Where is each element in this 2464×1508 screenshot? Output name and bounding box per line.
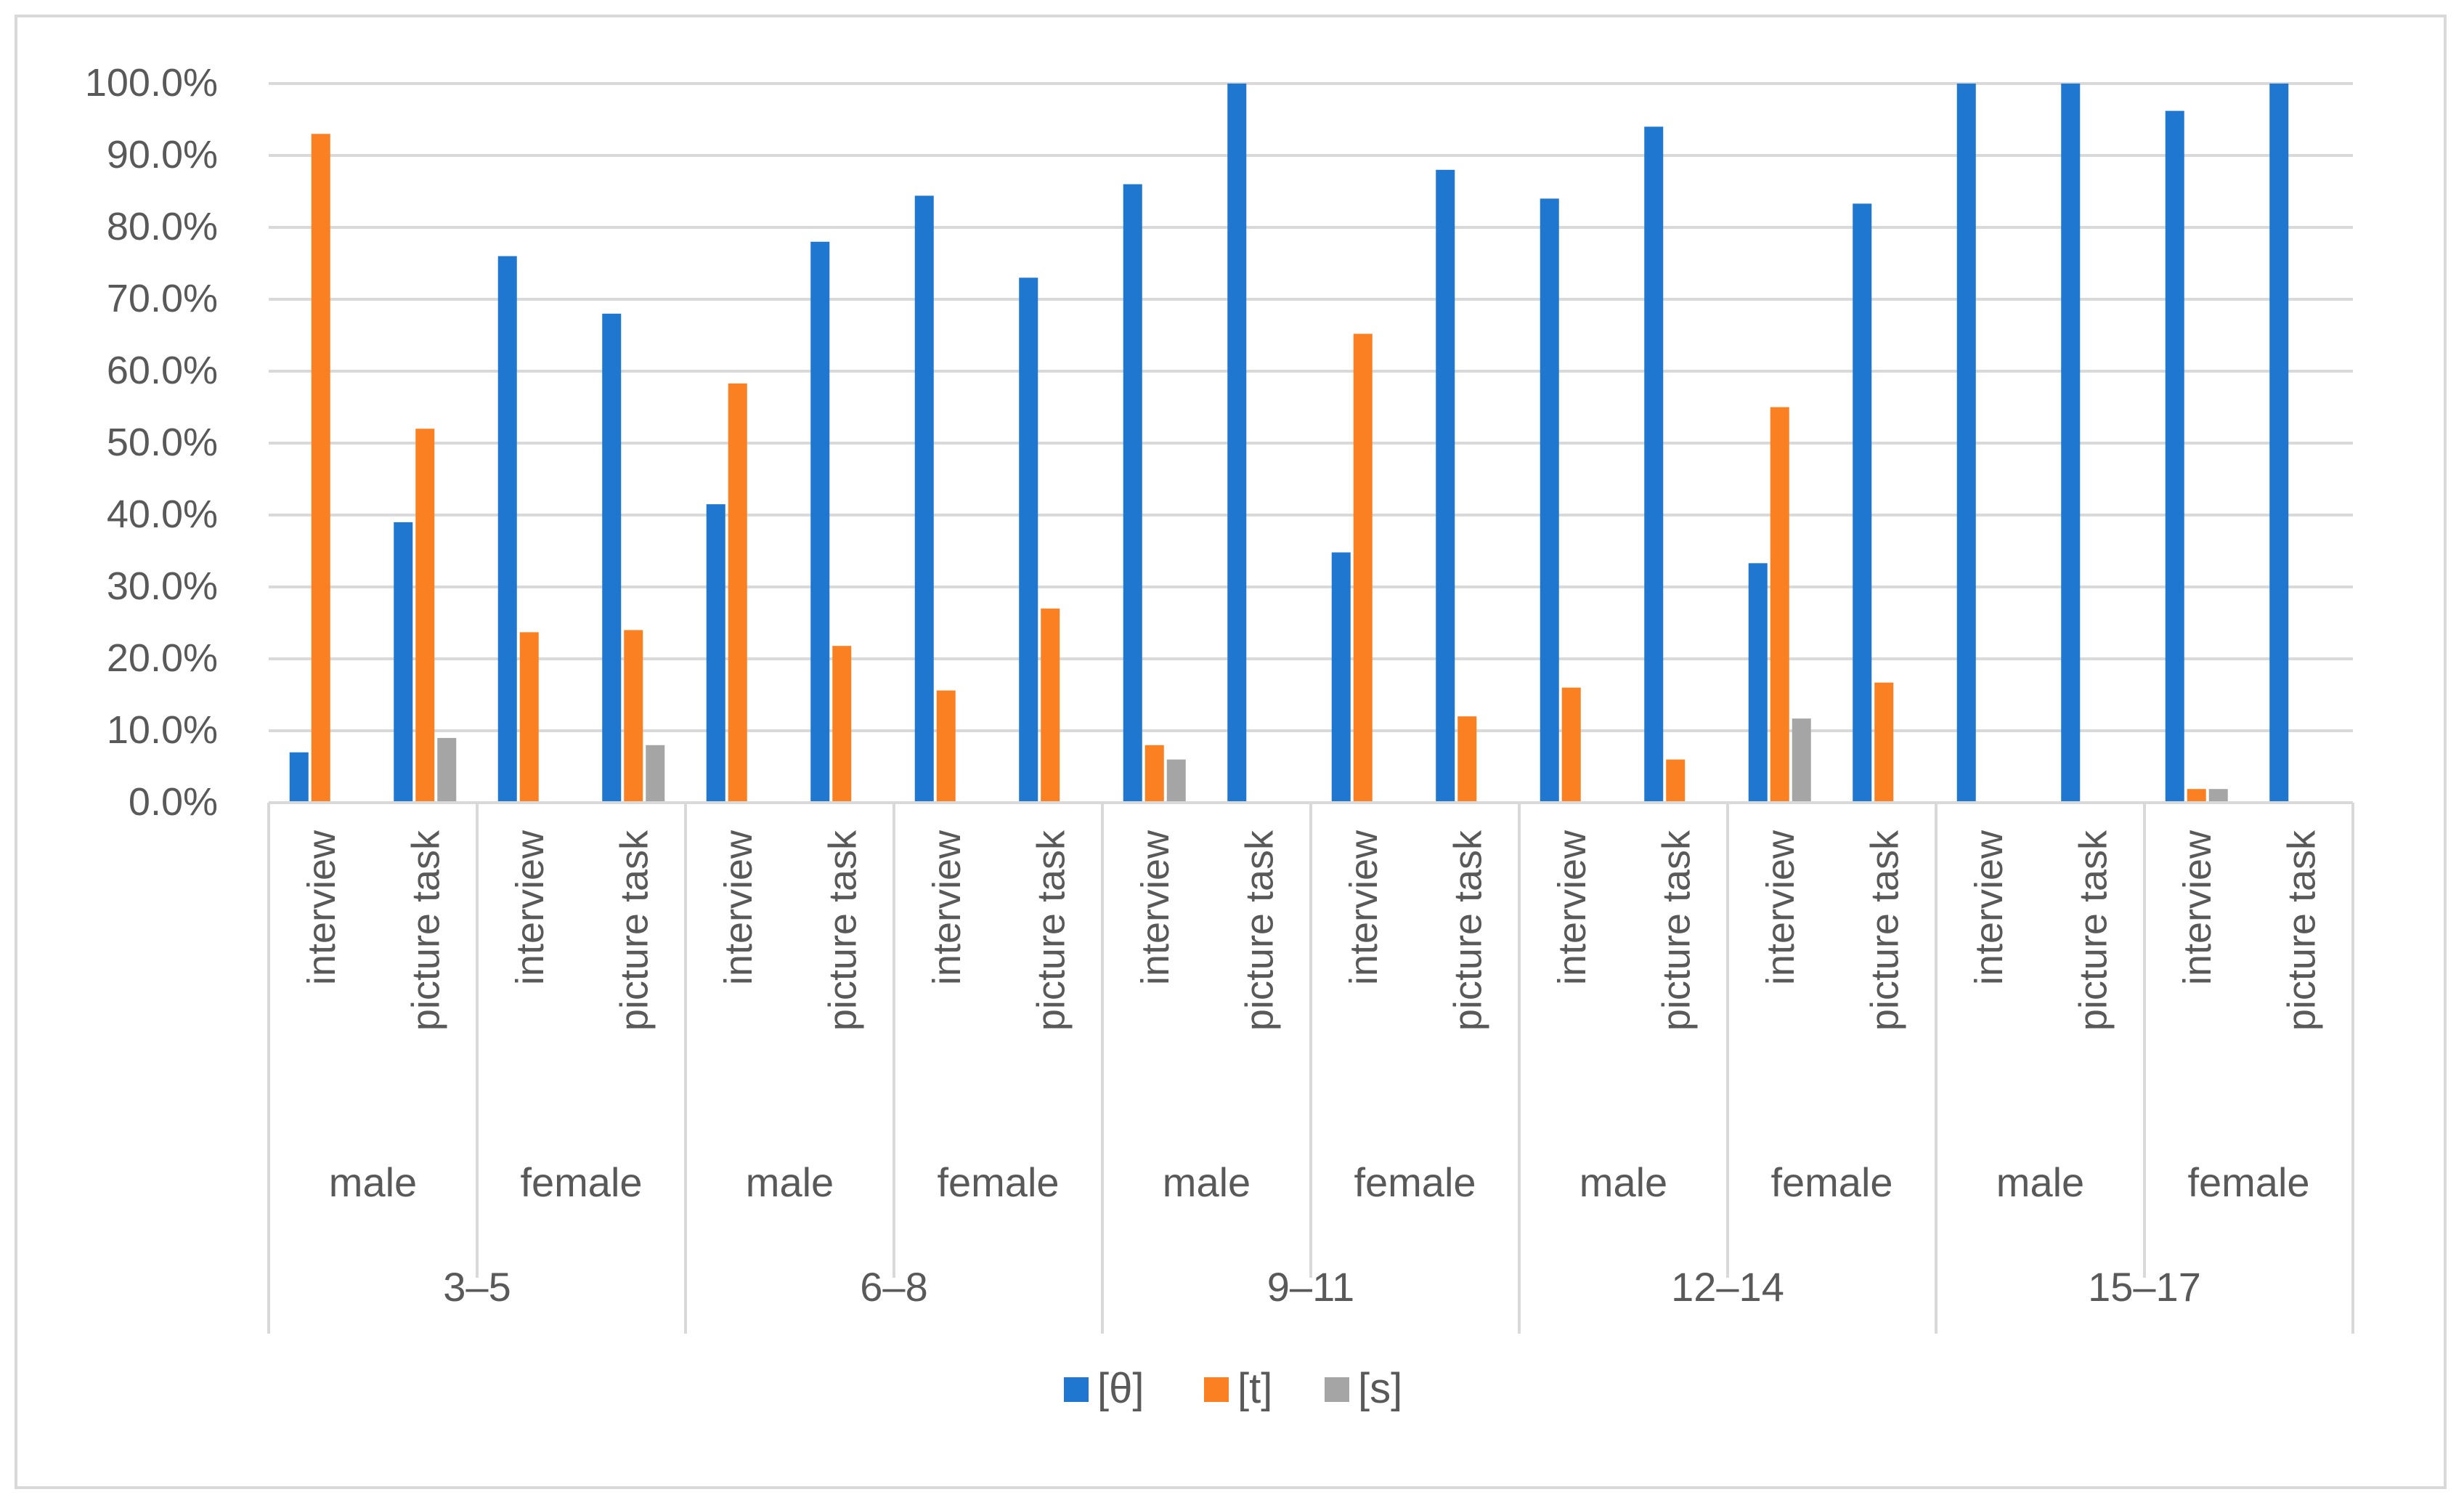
x-gender-label: female (1354, 1159, 1476, 1205)
bar-theta-12 (1540, 198, 1559, 803)
bar-theta-2 (497, 256, 517, 803)
x-task-label: picture task (1446, 830, 1489, 1031)
y-tick-label: 60.0% (107, 349, 218, 392)
bar-theta-9 (1227, 84, 1247, 803)
legend-label-theta: [θ] (1097, 1365, 1144, 1412)
bar-t-8 (1144, 745, 1164, 803)
bar-t-10 (1353, 333, 1373, 803)
x-gender-label: male (1996, 1159, 2084, 1205)
bar-t-4 (728, 383, 747, 803)
bar-t-18 (2187, 789, 2206, 803)
legend-label-s: [s] (1358, 1365, 1402, 1412)
bar-theta-1 (394, 522, 413, 803)
x-gender-label: female (2187, 1159, 2309, 1205)
y-tick-label: 90.0% (107, 133, 218, 177)
y-tick-label: 70.0% (107, 277, 218, 320)
bar-t-7 (1041, 608, 1060, 803)
bar-theta-7 (1019, 277, 1038, 803)
bar-theta-4 (706, 504, 725, 803)
legend-swatch-theta (1064, 1377, 1089, 1402)
x-task-label: picture task (1863, 830, 1906, 1031)
chart-frame: 0.0% 10.0% 20.0% 30.0% 40.0% 50.0% 60.0% 70.0% 8… (15, 15, 2447, 1489)
bar-theta-11 (1436, 169, 1455, 803)
bar-s-3 (646, 745, 665, 803)
y-tick-label: 0.0% (129, 780, 218, 824)
bar-s-1 (437, 737, 457, 803)
x-gender-label: male (1163, 1159, 1251, 1205)
bar-theta-16 (1956, 84, 1976, 803)
x-task-label: interview (1550, 830, 1594, 985)
bar-s-8 (1166, 759, 1186, 803)
x-task-label: picture task (404, 830, 447, 1031)
bar-theta-3 (602, 313, 622, 803)
x-task-label: picture task (821, 830, 864, 1031)
chart: 0.0% 10.0% 20.0% 30.0% 40.0% 50.0% 60.0% 70.0% 8… (85, 61, 2354, 1412)
bar-theta-6 (914, 195, 934, 803)
x-task-label: picture task (1654, 830, 1698, 1031)
x-age-label: 9–11 (1267, 1264, 1354, 1310)
y-tick-label: 80.0% (107, 205, 218, 248)
bar-s-18 (2208, 789, 2228, 803)
x-gender-label: female (1770, 1159, 1892, 1205)
x-task-label: picture task (1237, 830, 1281, 1031)
x-gender-label: male (746, 1159, 834, 1205)
bar-t-13 (1666, 759, 1686, 803)
bar-theta-0 (289, 752, 309, 803)
x-task-label: interview (300, 830, 343, 985)
x-age-label: 3–5 (443, 1264, 511, 1310)
y-tick-label: 10.0% (107, 708, 218, 752)
x-task-label: interview (925, 830, 969, 985)
bar-t-14 (1770, 407, 1789, 803)
y-tick-label: 100.0% (85, 61, 218, 105)
bar-theta-8 (1123, 184, 1142, 803)
bar-t-5 (832, 646, 852, 803)
x-task-label: interview (508, 830, 552, 985)
legend-swatch-s (1325, 1377, 1349, 1402)
x-task-label: interview (1759, 830, 1802, 985)
x-task-label: picture task (2280, 830, 2323, 1031)
x-task-label: picture task (2071, 830, 2115, 1031)
bar-t-12 (1561, 687, 1581, 803)
bar-theta-15 (1853, 203, 1872, 803)
bar-t-6 (936, 690, 956, 803)
x-task-label: picture task (612, 830, 656, 1031)
y-tick-label: 40.0% (107, 492, 218, 536)
x-task-label: interview (2176, 830, 2219, 985)
y-tick-label: 50.0% (107, 421, 218, 464)
y-tick-label: 20.0% (107, 636, 218, 680)
bar-theta-10 (1331, 552, 1351, 803)
bar-t-2 (519, 632, 539, 803)
x-gender-label: female (937, 1159, 1059, 1205)
bar-t-3 (624, 630, 643, 803)
bar-t-11 (1457, 716, 1477, 803)
bar-theta-5 (810, 241, 830, 803)
x-age-label: 12–14 (1671, 1264, 1784, 1310)
legend-swatch-t (1204, 1377, 1229, 1402)
x-task-label: picture task (1029, 830, 1073, 1031)
x-gender-label: male (329, 1159, 417, 1205)
y-tick-label: 30.0% (107, 564, 218, 608)
x-task-label: interview (717, 830, 760, 985)
bar-t-15 (1874, 682, 1894, 803)
bar-theta-19 (2269, 84, 2289, 803)
bar-t-1 (415, 429, 435, 803)
x-age-label: 15–17 (2088, 1264, 2201, 1310)
legend-label-t: [t] (1237, 1365, 1272, 1412)
x-gender-label: male (1579, 1159, 1667, 1205)
bar-s-14 (1792, 718, 1811, 803)
x-task-label: interview (1342, 830, 1386, 985)
bar-theta-18 (2165, 110, 2184, 803)
bar-theta-17 (2061, 84, 2081, 803)
bar-t-0 (311, 134, 330, 803)
x-gender-label: female (520, 1159, 642, 1205)
x-age-label: 6–8 (860, 1264, 927, 1310)
x-task-label: interview (1134, 830, 1177, 985)
bar-theta-14 (1748, 563, 1768, 803)
bar-theta-13 (1644, 126, 1664, 803)
x-task-label: interview (1967, 830, 2011, 985)
